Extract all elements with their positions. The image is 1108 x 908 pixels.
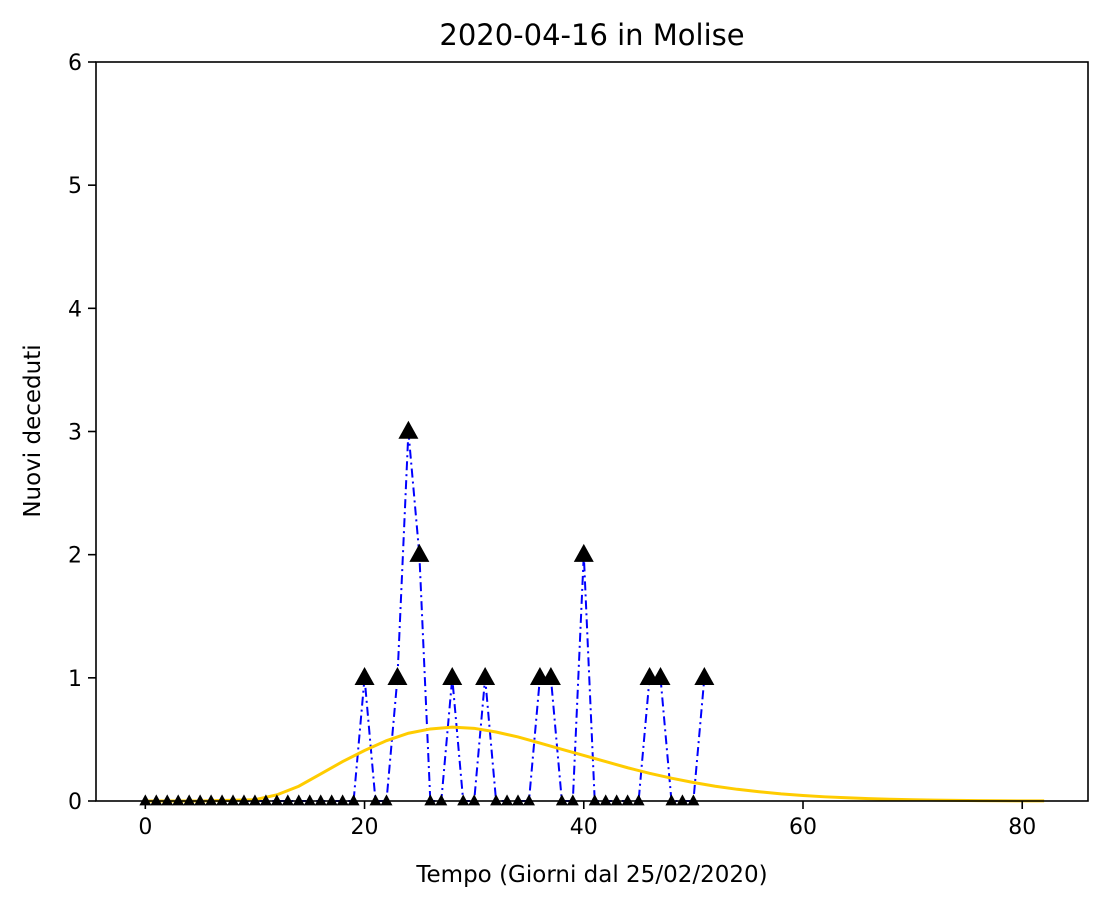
data-point-marker bbox=[281, 794, 294, 806]
data-point-marker bbox=[610, 794, 623, 806]
data-point-marker bbox=[336, 794, 349, 806]
data-point-marker bbox=[369, 794, 382, 806]
x-axis-label: Tempo (Giorni dal 25/02/2020) bbox=[415, 862, 767, 888]
data-point-marker bbox=[457, 794, 470, 806]
data-point-marker bbox=[468, 794, 481, 806]
y-tick-label: 3 bbox=[68, 421, 82, 446]
data-point-marker bbox=[632, 794, 645, 806]
y-tick-label: 0 bbox=[68, 790, 82, 815]
data-point-marker bbox=[621, 794, 634, 806]
data-point-marker bbox=[599, 794, 612, 806]
data-point-marker bbox=[303, 794, 316, 806]
data-point-marker bbox=[555, 794, 568, 806]
y-tick-label: 1 bbox=[68, 667, 82, 692]
data-point-marker bbox=[259, 794, 272, 806]
data-point-marker bbox=[183, 794, 196, 806]
data-point-marker bbox=[665, 794, 678, 806]
data-point-marker bbox=[314, 794, 327, 806]
fit-curve bbox=[145, 725, 1045, 803]
data-point-marker bbox=[676, 794, 689, 806]
data-point-marker bbox=[325, 794, 338, 806]
data-point-marker bbox=[475, 667, 496, 686]
data-point-marker bbox=[227, 794, 240, 806]
data-point-marker bbox=[292, 794, 305, 806]
y-tick-label: 4 bbox=[68, 297, 82, 322]
x-tick-label: 60 bbox=[789, 815, 817, 840]
x-tick-label: 0 bbox=[138, 815, 152, 840]
x-tick-label: 20 bbox=[351, 815, 379, 840]
data-point-marker bbox=[573, 543, 594, 562]
data-point-marker bbox=[150, 794, 163, 806]
data-point-marker bbox=[270, 794, 283, 806]
data-point-marker bbox=[172, 794, 185, 806]
y-tick-label: 2 bbox=[68, 544, 82, 569]
data-point-marker bbox=[354, 667, 375, 686]
y-tick-label: 6 bbox=[68, 51, 82, 76]
data-point-marker bbox=[566, 794, 579, 806]
data-point-marker bbox=[237, 794, 250, 806]
data-point-marker bbox=[490, 794, 503, 806]
plot-area: 0 20 40 60 80 0 1 2 3 4 5 6 bbox=[68, 51, 1089, 840]
data-point-marker bbox=[501, 794, 514, 806]
data-point-marker bbox=[687, 794, 700, 806]
data-point-marker bbox=[694, 667, 715, 686]
x-tick-label: 80 bbox=[1008, 815, 1036, 840]
y-axis-label: Nuovi deceduti bbox=[20, 344, 46, 517]
data-point-marker bbox=[248, 794, 261, 806]
data-point-marker bbox=[435, 794, 448, 806]
data-point-marker bbox=[512, 794, 525, 806]
data-point-marker bbox=[216, 794, 229, 806]
data-point-marker bbox=[398, 420, 419, 439]
data-point-marker bbox=[194, 794, 207, 806]
data-point-marker bbox=[387, 667, 408, 686]
y-tick-label: 5 bbox=[68, 174, 82, 199]
data-point-marker bbox=[347, 794, 360, 806]
data-point-marker bbox=[139, 794, 152, 806]
data-point-marker bbox=[522, 794, 535, 806]
data-point-marker bbox=[588, 794, 601, 806]
data-point-marker bbox=[205, 794, 218, 806]
data-point-marker bbox=[540, 667, 561, 686]
chart-title: 2020-04-16 in Molise bbox=[439, 18, 744, 52]
x-tick-label: 40 bbox=[570, 815, 598, 840]
data-point-marker bbox=[409, 543, 430, 562]
data-point-marker bbox=[161, 794, 174, 806]
data-point-marker bbox=[650, 667, 671, 686]
data-point-marker bbox=[380, 794, 393, 806]
data-point-marker bbox=[424, 794, 437, 806]
data-point-marker bbox=[442, 667, 463, 686]
